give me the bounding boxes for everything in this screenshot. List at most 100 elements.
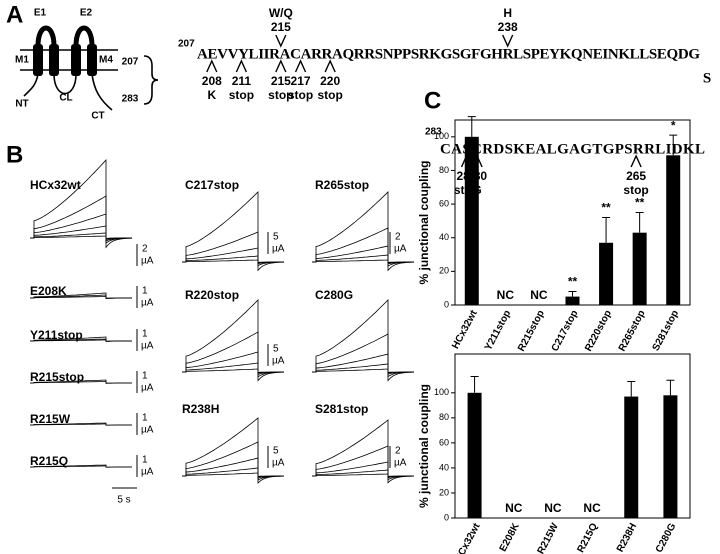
helix bbox=[71, 44, 81, 76]
brace bbox=[143, 55, 159, 105]
current-trace bbox=[312, 368, 414, 373]
end-label: 207 bbox=[122, 57, 139, 68]
helix bbox=[49, 44, 59, 76]
scale-unit: µA bbox=[141, 425, 154, 436]
x-tick-label: HCx32wt bbox=[450, 308, 480, 351]
x-tick-label: C280G bbox=[654, 521, 679, 554]
error-bar bbox=[568, 291, 577, 297]
recording-label: HCx32wt bbox=[30, 178, 81, 192]
current-trace bbox=[312, 473, 414, 477]
mutation-label: H bbox=[503, 6, 512, 20]
bar bbox=[632, 232, 647, 305]
y-tick-label: 60 bbox=[439, 437, 449, 447]
recording-label: R238H bbox=[182, 402, 219, 416]
error-bar bbox=[602, 217, 611, 243]
current-trace bbox=[182, 191, 284, 272]
y-tick-label: 40 bbox=[439, 462, 449, 472]
scale-label: 5 bbox=[273, 446, 279, 457]
position-label: 265 bbox=[626, 169, 646, 183]
x-tick-label: HCx32wt bbox=[453, 521, 483, 554]
scale-label: 1 bbox=[142, 371, 148, 382]
sequence-turn: S bbox=[703, 70, 711, 86]
y-tick-label: 20 bbox=[439, 487, 449, 497]
y-tick-label: 60 bbox=[439, 198, 449, 208]
x-tick-label: R220stop bbox=[583, 308, 614, 353]
current-trace bbox=[312, 191, 414, 272]
position-label: 211 bbox=[232, 74, 252, 88]
helix bbox=[33, 44, 43, 76]
current-trace bbox=[182, 362, 284, 374]
recording-label: E208K bbox=[30, 284, 67, 298]
current-trace bbox=[312, 299, 414, 382]
bar-annotation: NC bbox=[583, 501, 601, 515]
mutation-label: stop bbox=[288, 88, 313, 102]
scale-unit: µA bbox=[272, 356, 285, 367]
current-trace bbox=[312, 445, 414, 481]
current-trace bbox=[182, 417, 285, 484]
y-axis-label: % junctional coupling bbox=[417, 384, 431, 508]
bar-annotation: NC bbox=[544, 501, 562, 515]
helix-label: M1 bbox=[15, 55, 29, 66]
mutation-label: stop bbox=[623, 183, 648, 197]
bar bbox=[666, 155, 681, 305]
y-tick-label: 80 bbox=[439, 412, 449, 422]
y-tick-label: 20 bbox=[439, 266, 449, 276]
scale-unit: µA bbox=[272, 244, 285, 255]
current-trace bbox=[182, 467, 284, 478]
sequence: CASCRDSKEALGAGTGPSRRLIDKL bbox=[440, 141, 705, 157]
current-trace bbox=[312, 259, 414, 263]
x-tick-label: R215stop bbox=[516, 308, 547, 353]
position-label: 220 bbox=[320, 74, 340, 88]
time-scale-label: 5 s bbox=[117, 495, 130, 506]
pointer bbox=[630, 154, 642, 168]
scale-unit: µA bbox=[141, 383, 154, 394]
scale-unit: µA bbox=[141, 298, 154, 309]
error-bar bbox=[470, 376, 479, 393]
current-trace bbox=[182, 441, 284, 481]
sequence-start: 207 bbox=[178, 39, 195, 50]
sequence: AEVVYLIIRACARRAQRRSNPPSRKGSGFGHRLSPEYKQN… bbox=[197, 46, 700, 62]
scale-unit: µA bbox=[141, 341, 154, 352]
helix-label: M4 bbox=[99, 55, 113, 66]
current-trace bbox=[30, 381, 132, 384]
x-tick-label: E208K bbox=[498, 521, 522, 554]
bar-annotation: ** bbox=[635, 196, 645, 210]
loop bbox=[73, 25, 95, 47]
position-label: 217 bbox=[291, 74, 311, 88]
y-tick-label: 40 bbox=[439, 232, 449, 242]
scale-label: 5 bbox=[273, 344, 279, 355]
mutation-label: stop bbox=[317, 88, 342, 102]
y-tick-label: 100 bbox=[434, 131, 449, 141]
current-trace bbox=[30, 296, 132, 299]
end-label: 283 bbox=[122, 94, 139, 105]
pointer bbox=[235, 59, 248, 73]
bar-annotation: * bbox=[671, 118, 676, 132]
bar-annotation: NC bbox=[497, 288, 515, 302]
current-trace bbox=[30, 195, 132, 244]
bar-annotation: ** bbox=[568, 275, 578, 289]
scale-label: 2 bbox=[142, 244, 148, 255]
pointer bbox=[275, 59, 287, 73]
terminus bbox=[91, 73, 113, 111]
terminus bbox=[23, 73, 39, 97]
bar bbox=[565, 296, 580, 305]
bar bbox=[599, 242, 614, 305]
current-trace bbox=[182, 259, 284, 263]
error-bar bbox=[467, 116, 476, 137]
mutation-label: K bbox=[207, 88, 216, 102]
terminus-label: CL bbox=[59, 93, 72, 104]
recording-label: R220stop bbox=[185, 288, 239, 302]
recording-label: C280G bbox=[315, 288, 353, 302]
y-tick-label: 0 bbox=[444, 299, 449, 309]
scale-unit: µA bbox=[394, 244, 407, 255]
scale-unit: µA bbox=[141, 467, 154, 478]
panel-label: C bbox=[424, 87, 441, 114]
loop bbox=[35, 25, 57, 47]
panel-label: B bbox=[6, 141, 23, 168]
recording-label: C217stop bbox=[185, 178, 239, 192]
pointer bbox=[294, 59, 307, 73]
scale-label: 5 bbox=[273, 232, 279, 243]
error-bar bbox=[666, 379, 675, 396]
x-tick-label: S281stop bbox=[651, 308, 682, 352]
x-tick-label: R238H bbox=[615, 521, 639, 554]
